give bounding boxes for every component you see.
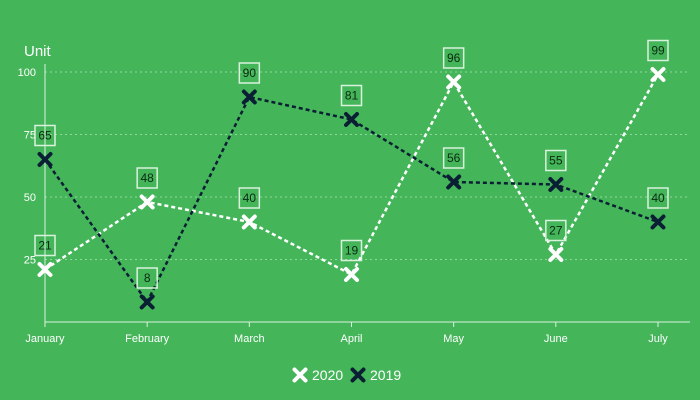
marker-stroke [344, 267, 359, 282]
data-label-text: 96 [447, 51, 461, 65]
data-point-2019 [446, 174, 462, 190]
data-label-2020: 27 [545, 219, 567, 242]
data-label-box [647, 187, 669, 209]
data-label-text: 90 [243, 66, 257, 80]
marker-stroke [37, 152, 53, 167]
marker-stroke [241, 89, 257, 105]
legend-item-2020[interactable]: 2020 [292, 367, 344, 383]
legend-label: 2019 [370, 367, 401, 383]
marker-stroke [650, 214, 666, 230]
marker-stroke [650, 67, 666, 82]
data-point-2020 [548, 247, 564, 262]
data-label-box [238, 187, 261, 209]
data-labels: 21 48 40 19 96 27 99 65 8 90 81 56 55 40 [34, 39, 669, 289]
data-label-2019: 56 [442, 147, 465, 169]
x-tick-label: April [340, 333, 362, 345]
data-label-2020: 19 [340, 239, 363, 262]
x-tick-label: February [125, 333, 170, 345]
x-tick-label: June [544, 333, 568, 345]
data-label-text: 27 [549, 224, 563, 238]
x-tick-label: March [234, 333, 265, 345]
x-tick-label: January [25, 333, 65, 345]
data-label-2020: 21 [34, 234, 56, 257]
marker-stroke [446, 74, 462, 90]
data-label-box [545, 149, 567, 172]
data-label-box [34, 124, 56, 147]
marker-stroke [292, 367, 308, 383]
x-tick-label: May [443, 333, 464, 345]
data-point-2020 [241, 214, 257, 230]
data-label-2020: 48 [136, 167, 158, 189]
data-label-box [545, 219, 567, 242]
marker-stroke [548, 177, 564, 192]
axes: 25 50 75 100 January February March April May Jun… [18, 64, 690, 345]
data-label-text: 99 [651, 44, 665, 58]
data-label-box [442, 47, 465, 69]
data-point-2019 [650, 214, 666, 230]
data-point-2019 [548, 177, 564, 192]
data-label-2020: 96 [442, 47, 465, 69]
marker-stroke [139, 194, 155, 210]
data-label-text: 21 [38, 239, 52, 253]
data-label-2020: 99 [647, 39, 669, 62]
data-point-2020 [650, 67, 666, 82]
data-label-text: 56 [447, 151, 461, 165]
data-label-box [136, 167, 158, 189]
data-label-text: 40 [651, 191, 665, 205]
data-label-text: 48 [140, 171, 154, 185]
data-point-2020 [446, 74, 462, 90]
series-2019 [37, 89, 666, 310]
y-axis-title: Unit [24, 43, 52, 60]
data-label-box [340, 239, 363, 262]
data-label-box [34, 234, 56, 257]
y-tick-label: 50 [24, 192, 36, 204]
data-point-2020 [344, 267, 359, 282]
data-label-box [238, 62, 261, 84]
data-label-text: 65 [38, 129, 52, 143]
data-point-2019 [344, 112, 359, 127]
data-label-text: 8 [144, 271, 151, 285]
marker-stroke [350, 367, 366, 383]
data-label-2019: 40 [647, 187, 669, 209]
legend-item-2019[interactable]: 2019 [350, 367, 402, 383]
data-label-2019: 55 [545, 149, 567, 172]
data-label-box [340, 84, 363, 107]
data-label-text: 81 [345, 89, 359, 103]
data-label-2020: 40 [238, 187, 261, 209]
data-point-2020 [139, 194, 155, 210]
data-point-2019 [139, 294, 155, 310]
data-label-2019: 8 [136, 267, 158, 289]
data-label-text: 19 [345, 244, 359, 258]
data-label-box [136, 267, 158, 289]
data-point-2019 [241, 89, 257, 105]
series-2020 [37, 67, 666, 282]
legend-label: 2020 [312, 367, 343, 383]
legend-marker-icon [292, 367, 308, 383]
data-label-box [442, 147, 465, 169]
legend[interactable]: 2020 2019 [292, 367, 402, 383]
data-label-2019: 65 [34, 124, 56, 147]
data-point-2019 [37, 152, 53, 167]
x-tick-label: July [648, 333, 668, 345]
data-label-text: 55 [549, 154, 563, 168]
marker-stroke [241, 214, 257, 230]
marker-stroke [446, 174, 462, 190]
data-point-2020 [37, 262, 53, 277]
y-tick-label: 25 [24, 255, 36, 267]
data-label-2019: 90 [238, 62, 261, 84]
marker-stroke [344, 112, 359, 127]
data-label-2019: 81 [340, 84, 363, 107]
legend-marker-icon [350, 367, 366, 383]
data-label-box [647, 39, 669, 62]
y-tick-label: 100 [18, 67, 36, 79]
marker-stroke [139, 294, 155, 310]
y-tick-label: 75 [24, 130, 36, 142]
data-label-text: 40 [243, 191, 257, 205]
marker-stroke [548, 247, 564, 262]
marker-stroke [37, 262, 53, 277]
series-group [37, 67, 666, 310]
